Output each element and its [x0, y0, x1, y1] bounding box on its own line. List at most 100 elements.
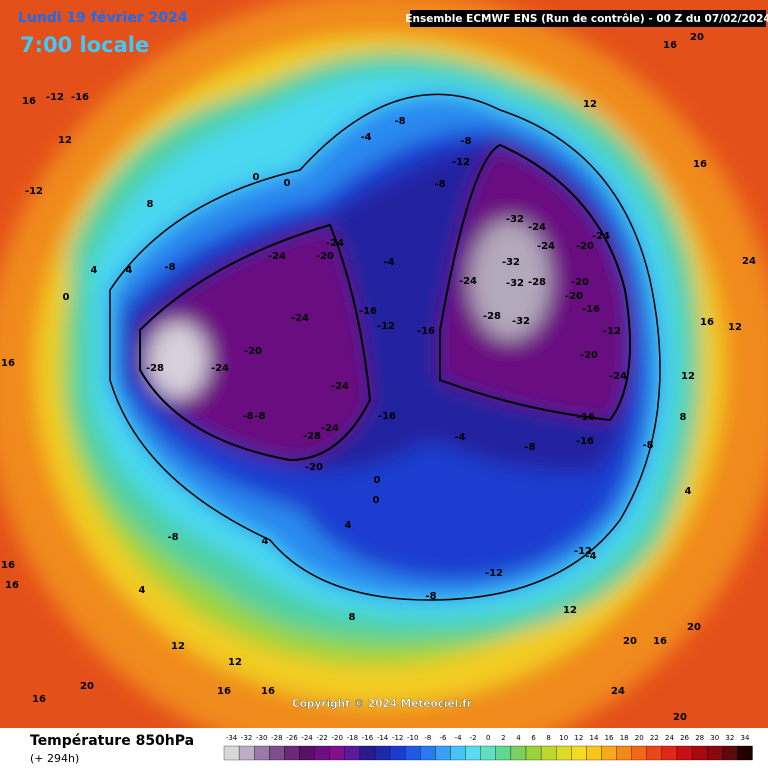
temperature-label: 16 [217, 686, 231, 697]
temperature-label: -8 [164, 262, 175, 273]
temperature-label: -32 [512, 316, 530, 327]
valid-time: 7:00 locale [20, 33, 149, 57]
scale-swatch [450, 745, 466, 761]
scale-swatch [329, 745, 345, 761]
valid-date: Lundi 19 février 2024 [18, 10, 188, 26]
temperature-label: -16 [378, 411, 396, 422]
scale-swatch [405, 745, 421, 761]
scale-swatch [269, 745, 285, 761]
temperature-label: 20 [673, 712, 687, 723]
scale-label: 18 [620, 734, 629, 742]
temperature-label: -4 [360, 132, 371, 143]
temperature-label: -4 [383, 257, 394, 268]
scale-label: -14 [377, 734, 389, 742]
scale-swatch [646, 745, 663, 761]
scale-swatch [359, 745, 376, 761]
scale-swatch [616, 745, 632, 761]
temperature-label: -12 [25, 186, 43, 197]
scale-swatch [435, 745, 451, 761]
temperature-label: 24 [611, 686, 625, 697]
scale-swatch [420, 745, 436, 761]
temperature-label: -8 [254, 411, 265, 422]
temperature-label: 4 [685, 486, 692, 497]
scale-swatch [525, 745, 542, 761]
temperature-label: 16 [1, 358, 15, 369]
temperature-label: -28 [303, 431, 321, 442]
scale-swatch [299, 745, 315, 761]
scale-swatch [631, 745, 647, 761]
temperature-label: -8 [460, 136, 471, 147]
temperature-label: 20 [690, 32, 704, 43]
temperature-label: 4 [126, 265, 133, 276]
temperature-label: -16 [576, 436, 594, 447]
scale-swatch [389, 745, 406, 761]
scale-label: -16 [362, 734, 374, 742]
scale-label: -10 [407, 734, 418, 742]
scale-label: 34 [740, 734, 749, 742]
temperature-label: 16 [693, 159, 707, 170]
scale-label: 16 [605, 734, 614, 742]
temperature-label: -28 [528, 277, 546, 288]
scale-swatch [586, 745, 602, 761]
temperature-label: -24 [321, 423, 339, 434]
temperature-label: -8 [394, 116, 405, 127]
temperature-label: -12 [574, 546, 592, 557]
temperature-label: -16 [577, 412, 595, 423]
scale-label: -6 [439, 734, 447, 742]
temperature-label: 16 [700, 317, 714, 328]
temperature-label: -12 [452, 157, 470, 168]
temperature-label: 20 [623, 636, 637, 647]
temperature-label: 12 [583, 99, 597, 110]
scale-label: 30 [710, 734, 719, 742]
temperature-label: 4 [91, 265, 98, 276]
scale-swatch [676, 745, 693, 761]
temperature-label: -20 [244, 346, 262, 357]
temperature-label: 24 [742, 256, 756, 267]
temperature-label: -32 [502, 257, 520, 268]
temperature-label: -12 [46, 92, 64, 103]
temperature-label: -8 [242, 411, 253, 422]
scale-label: 14 [589, 734, 598, 742]
scale-label: 24 [665, 734, 674, 742]
temperature-label: -24 [291, 313, 309, 324]
temperature-label: -8 [167, 532, 178, 543]
scale-label: 20 [635, 734, 644, 742]
temperature-label: -16 [582, 304, 600, 315]
temperature-label: -24 [459, 276, 477, 287]
temperature-label: 8 [680, 412, 687, 423]
temperature-label: -24 [609, 371, 627, 382]
temperature-label: 16 [653, 636, 667, 647]
scale-swatch [707, 745, 723, 761]
temperature-label: -24 [331, 381, 349, 392]
scale-swatch [238, 745, 255, 761]
temperature-label: -32 [506, 214, 524, 225]
temperature-label: 12 [681, 371, 695, 382]
temperature-label: 4 [262, 536, 269, 547]
scale-label: -28 [271, 734, 282, 742]
temperature-label: 16 [261, 686, 275, 697]
scale-label: 32 [725, 734, 734, 742]
scale-swatch [661, 745, 678, 761]
scale-swatch [223, 745, 240, 761]
temperature-label: -4 [454, 432, 465, 443]
temperature-label: -8 [642, 440, 653, 451]
temperature-label: 16 [5, 580, 19, 591]
scale-label: -22 [316, 734, 327, 742]
temperature-label: -12 [377, 321, 395, 332]
scale-swatch [254, 745, 270, 761]
scale-label: 4 [516, 734, 521, 742]
model-run: Ensemble ECMWF ENS (Run de contrôle) - 0… [405, 13, 768, 25]
scale-label: -8 [424, 734, 431, 742]
temperature-label: -20 [316, 251, 334, 262]
scale-label: -24 [301, 734, 313, 742]
temperature-label: 0 [63, 292, 70, 303]
scale-swatch [601, 745, 617, 761]
temperature-label: 20 [80, 681, 94, 692]
temperature-label: 8 [147, 199, 154, 210]
temperature-label: -24 [326, 238, 344, 249]
temperature-label: -16 [71, 92, 89, 103]
scale-swatch [510, 745, 527, 761]
temperature-label: -32 [506, 278, 524, 289]
